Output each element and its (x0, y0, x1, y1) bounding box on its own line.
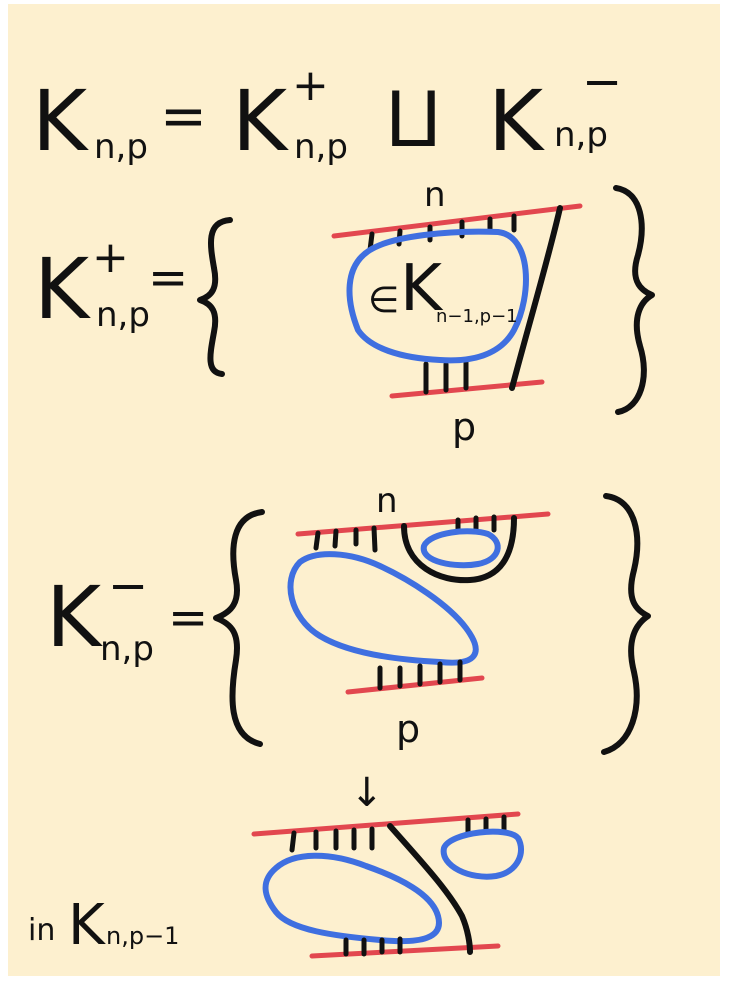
minus-left-brace (213, 509, 265, 747)
result-large-component (262, 852, 442, 945)
equals-sign: = (160, 84, 207, 149)
reduction-diagram: ↓ in K (28, 770, 525, 959)
minus-lhs-symbol: K (46, 568, 103, 666)
minus-bottom-strands (377, 659, 463, 691)
bottom-strands (423, 359, 469, 395)
plus-left-brace (197, 217, 233, 377)
result-set-symbol: K (68, 893, 106, 958)
member-symbol: ∈ (368, 280, 399, 321)
minus-right-brace (601, 493, 651, 755)
coproduct-symbol: ⨿ (386, 75, 441, 164)
inner-set-subscript: n−1,p−1 (436, 306, 518, 327)
term2-subscript: n,p (554, 115, 608, 155)
term1-subscript: n,p (294, 127, 348, 167)
minus-set-definition: K − n,p = (46, 481, 651, 755)
plus-right-brace (613, 185, 655, 415)
minus-bottom-label: p (396, 707, 420, 751)
cap-arc (401, 515, 517, 584)
result-top-boundary-line (251, 811, 521, 837)
through-strand (509, 205, 563, 391)
lhs-subscript: n,p (94, 127, 148, 167)
plus-set-definition: K + n,p = ∈ K (34, 175, 655, 449)
plus-lhs-subscript: n,p (96, 295, 150, 335)
large-component-outline (287, 551, 479, 666)
plus-bottom-label: p (452, 405, 476, 449)
minus-lhs-subscript: n,p (100, 629, 154, 669)
result-set-subscript: n,p−1 (106, 922, 179, 950)
lhs-symbol: K (32, 72, 89, 170)
plus-lhs-symbol: K (34, 240, 91, 338)
minus-top-boundary-line (295, 511, 551, 537)
top-boundary-line (331, 203, 583, 239)
term2-superscript: − (582, 54, 622, 110)
plus-equals-sign: = (148, 250, 188, 306)
result-bottom-strands (343, 936, 403, 957)
minus-lhs-superscript: − (108, 558, 148, 614)
term2-symbol: K (488, 72, 545, 170)
crossing-strand (387, 823, 473, 955)
term1-superscript: + (292, 60, 329, 111)
inner-component-outline (346, 228, 529, 364)
minus-equals-sign: = (168, 590, 208, 646)
inner-set-symbol: K (400, 252, 444, 326)
result-prefix: in (28, 913, 55, 948)
decomposition-equation: K n,p = K + n,p ⨿ K − n,p (32, 54, 622, 170)
term1-symbol: K (232, 72, 289, 170)
minus-top-label: n (376, 481, 398, 521)
result-small-component (440, 828, 525, 880)
small-component-outline (420, 528, 501, 569)
plus-top-label: n (424, 175, 446, 215)
plus-lhs-superscript: + (92, 232, 129, 283)
down-arrow: ↓ (350, 770, 384, 816)
paper-background (8, 4, 720, 976)
